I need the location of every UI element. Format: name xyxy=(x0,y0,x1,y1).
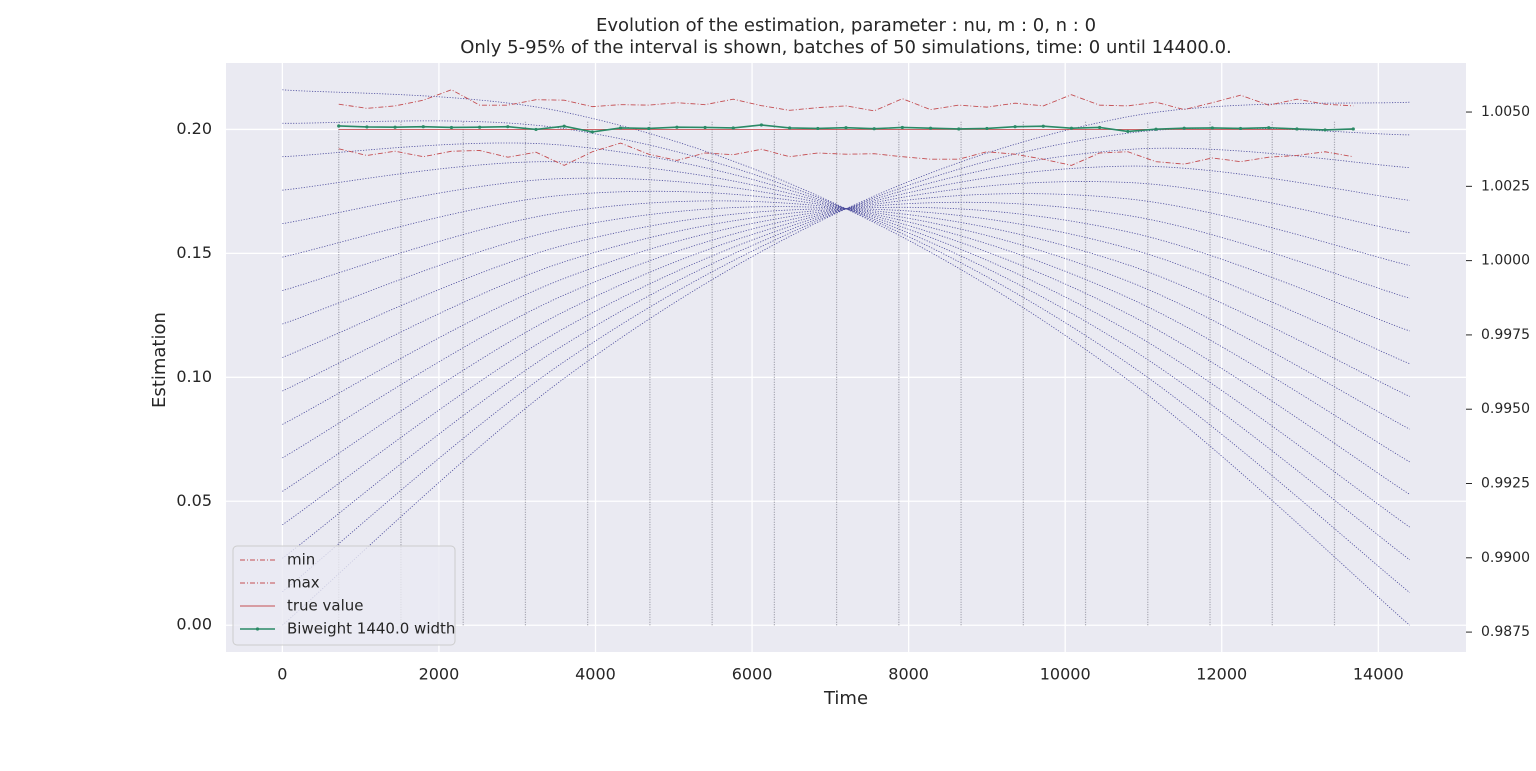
kernel-curve xyxy=(282,181,1410,492)
series-marker xyxy=(1013,125,1017,129)
kernel-curve xyxy=(282,190,1410,463)
series-marker xyxy=(618,126,623,130)
y-tick-label: 0.20 xyxy=(176,119,212,138)
series-line xyxy=(338,142,1354,166)
series-marker xyxy=(1210,126,1214,130)
legend: min max true value Biweight 1440.0 width xyxy=(232,545,456,646)
series-marker xyxy=(957,127,961,131)
y2-tick-label: 1.0050 xyxy=(1481,104,1530,120)
axes: 0 2000 4000 6000 8000 10000 12000 14000 0.00 0.05… xyxy=(176,104,1530,683)
x-axis-label: Time xyxy=(823,688,868,709)
y2-tick-label: 0.9975 xyxy=(1481,327,1530,343)
series-marker xyxy=(816,126,820,131)
x-tick-label: 0 xyxy=(277,665,287,684)
kernel-curve xyxy=(282,89,1410,626)
series-marker xyxy=(478,125,482,129)
kernel-curve xyxy=(282,142,1410,561)
kernel-curve xyxy=(282,147,1410,559)
y-tick-label: 0.10 xyxy=(176,367,212,386)
series-marker xyxy=(365,125,369,129)
series-marker xyxy=(759,123,764,127)
series-marker xyxy=(731,126,735,130)
legend-marker xyxy=(255,627,260,631)
series-marker xyxy=(788,126,792,130)
series-marker xyxy=(1295,127,1299,131)
series-marker xyxy=(337,124,341,128)
series-marker xyxy=(1041,124,1045,128)
series-marker xyxy=(1154,127,1158,131)
y2-tick-label: 1.0025 xyxy=(1481,178,1530,194)
y2-tick-label: 0.9950 xyxy=(1481,401,1530,417)
chart-title: Evolution of the estimation, parameter :… xyxy=(596,15,1096,36)
y-tick-label: 0.05 xyxy=(176,491,212,510)
series-marker xyxy=(703,125,707,130)
x-tick-label: 8000 xyxy=(888,665,929,684)
legend-box xyxy=(232,545,456,646)
series-marker xyxy=(562,124,566,128)
series-marker xyxy=(590,130,594,134)
series-marker xyxy=(844,126,848,130)
legend-label: min xyxy=(287,551,315,569)
y-tick-label: 0.00 xyxy=(176,615,212,634)
series-marker xyxy=(1267,126,1271,130)
kernel-curve xyxy=(282,177,1410,495)
series-marker xyxy=(393,125,397,129)
y2-tick-label: 1.0000 xyxy=(1481,253,1530,269)
kernel-curve xyxy=(282,165,1410,526)
legend-label: true value xyxy=(287,597,364,615)
x-tick-label: 14000 xyxy=(1353,665,1404,684)
x-tick-label: 4000 xyxy=(575,665,616,684)
y2-tick-label: 0.9925 xyxy=(1481,476,1530,492)
series-marker xyxy=(1182,126,1186,130)
kernel-curve xyxy=(282,161,1410,528)
series-marker xyxy=(1238,126,1243,131)
series-marker xyxy=(985,126,989,131)
series-marker xyxy=(421,125,425,129)
x-tick-label: 6000 xyxy=(732,665,773,684)
series-marker xyxy=(675,125,679,129)
series-marker xyxy=(872,127,876,131)
x-tick-label: 2000 xyxy=(419,665,460,684)
series-marker xyxy=(506,125,510,129)
y2-tick-label: 0.9900 xyxy=(1481,550,1530,566)
series-marker xyxy=(900,125,904,130)
y-tick-label: 0.15 xyxy=(176,243,212,262)
y2-tick-label: 0.9875 xyxy=(1481,624,1530,640)
x-tick-label: 12000 xyxy=(1196,665,1247,684)
series-marker xyxy=(534,127,538,132)
series-marker xyxy=(647,126,651,131)
series-marker xyxy=(449,125,454,130)
series-marker xyxy=(1351,127,1355,131)
marks xyxy=(282,89,1410,626)
kernel-curve xyxy=(282,120,1410,593)
series-marker xyxy=(1323,128,1327,132)
y-axis-label: Estimation xyxy=(149,312,170,408)
series-marker xyxy=(1069,126,1074,130)
legend-label: Biweight 1440.0 width xyxy=(287,620,455,638)
x-tick-label: 10000 xyxy=(1040,665,1091,684)
series-marker xyxy=(1098,125,1102,130)
series-marker xyxy=(928,126,933,130)
series-marker xyxy=(1126,129,1130,134)
legend-label: max xyxy=(287,574,320,592)
kernel-curve xyxy=(282,101,1410,626)
chart-subtitle: Only 5-95% of the interval is shown, bat… xyxy=(460,37,1232,58)
series-line xyxy=(338,89,1354,112)
